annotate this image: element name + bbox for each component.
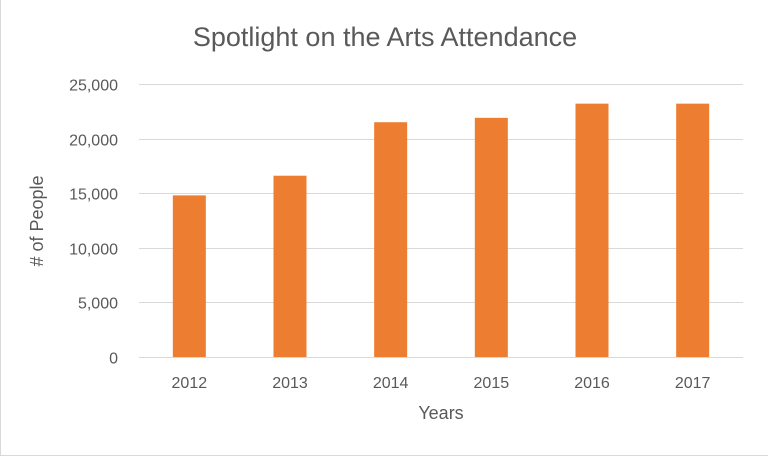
y-axis-ticks: 0 5,000 10,000 15,000 20,000 25,000 <box>69 78 118 368</box>
y-tick-label: 25,000 <box>69 78 118 95</box>
x-axis-ticks: 2012 2013 2014 2015 2016 2017 <box>172 375 711 392</box>
bar <box>575 103 609 357</box>
y-tick-label: 0 <box>109 351 118 368</box>
y-tick-label: 10,000 <box>69 242 118 259</box>
bar <box>374 122 408 357</box>
bar <box>474 117 508 358</box>
bar <box>273 175 307 357</box>
bar <box>172 195 206 357</box>
gridlines <box>139 84 743 358</box>
y-axis-title: # of People <box>27 175 47 266</box>
x-tick-label: 2015 <box>474 375 510 392</box>
x-tick-label: 2016 <box>574 375 610 392</box>
x-axis-title: Years <box>418 403 463 423</box>
y-tick-label: 5,000 <box>78 296 118 313</box>
x-tick-label: 2014 <box>373 375 409 392</box>
chart-title: Spotlight on the Arts Attendance <box>193 22 577 52</box>
y-tick-label: 15,000 <box>69 187 118 204</box>
x-tick-label: 2012 <box>172 375 208 392</box>
bar <box>676 103 710 357</box>
bars <box>172 103 710 358</box>
x-tick-label: 2013 <box>272 375 308 392</box>
y-tick-label: 20,000 <box>69 133 118 150</box>
x-tick-label: 2017 <box>675 375 711 392</box>
